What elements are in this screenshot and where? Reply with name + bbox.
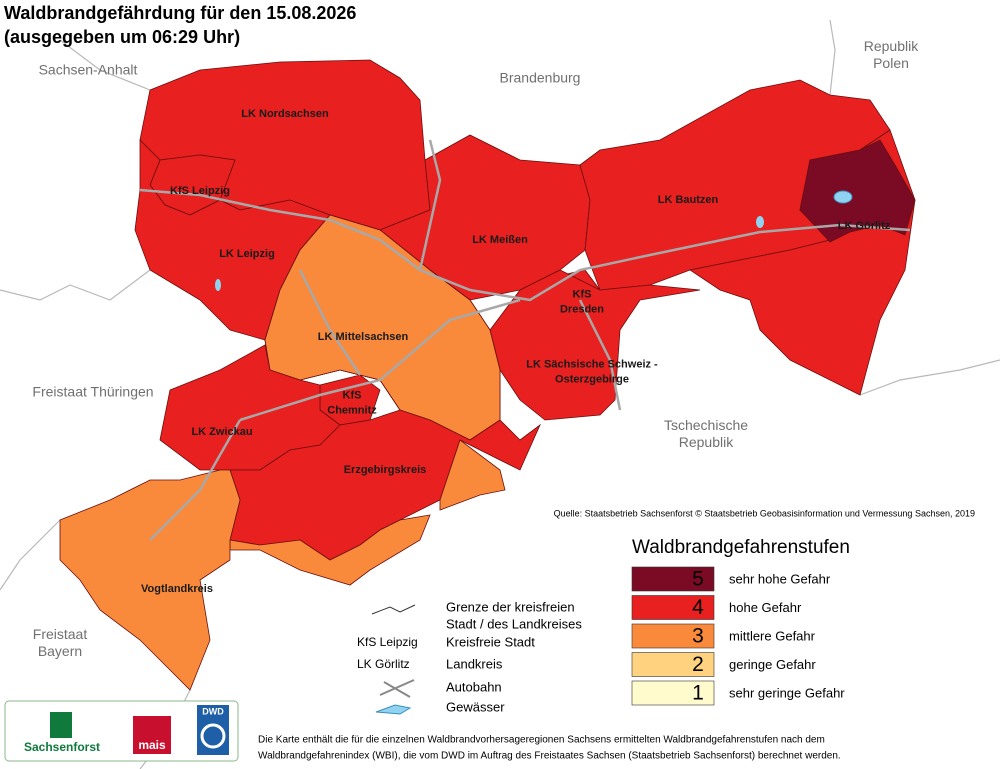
- district-area: [229, 514, 431, 586]
- key-water: Gewässer: [446, 699, 505, 714]
- sachsenforst-icon: [50, 712, 72, 738]
- subtitle: (ausgegeben um 06:29 Uhr): [4, 27, 240, 47]
- neighbor-label: Brandenburg: [500, 70, 581, 86]
- legend: 5 sehr hohe Gefahr 4 hohe Gefahr 3 mittlere G…: [631, 566, 845, 706]
- dwd-swirl: [200, 723, 226, 749]
- key-district-example: LK Görlitz: [357, 657, 410, 671]
- legend-label: sehr geringe Gefahr: [729, 685, 845, 700]
- district-area: [799, 139, 916, 243]
- key-district: Landkreis: [446, 656, 503, 671]
- key-city-example: KfS Leipzig: [357, 635, 418, 649]
- district-label: KfS: [343, 389, 362, 401]
- neighbor-label: Polen: [873, 55, 909, 71]
- lake: [756, 216, 764, 228]
- logo-sachsenforst: Sachsenforst: [24, 740, 100, 754]
- motorways: [139, 139, 911, 541]
- district-label: Osterzgebirge: [555, 373, 629, 385]
- legend-level: 1: [692, 682, 704, 705]
- district-label: KfS Leipzig: [170, 185, 230, 197]
- neighbor-label: Bayern: [38, 643, 82, 659]
- neighbor-label: Sachsen-Anhalt: [39, 62, 138, 78]
- neighbor-label: Freistaat: [33, 626, 88, 642]
- mais-icon: [133, 716, 171, 754]
- source: Quelle: Staatsbetrieb Sachsenforst © Sta…: [554, 508, 975, 518]
- legend-label: sehr hohe Gefahr: [729, 571, 831, 586]
- key-city: Kreisfreie Stadt: [446, 634, 535, 649]
- district-labels: LK Nordsachsen KfS Leipzig LK Leipzig LK Me…: [141, 108, 891, 595]
- key-border: Grenze der kreisfreien: [446, 599, 575, 614]
- legend-swatch: [631, 566, 715, 592]
- legend-swatch: [631, 623, 715, 649]
- neighbor-label: Tschechische: [664, 417, 748, 433]
- district-label: LK Nordsachsen: [241, 108, 329, 120]
- district-label: LK Görlitz: [838, 220, 891, 232]
- district-label: LK Sächsische Schweiz -: [526, 358, 658, 370]
- legend-swatch: [631, 652, 715, 677]
- neighbor-labels: Sachsen-Anhalt BrandenburgRepublikPolenFr…: [32, 38, 919, 659]
- district-label: LK Bautzen: [658, 194, 719, 206]
- legend-swatch: [631, 595, 715, 620]
- water-symbol: [375, 704, 412, 715]
- lake: [833, 190, 853, 204]
- legend-label: hohe Gefahr: [729, 600, 802, 615]
- key-motorway: Autobahn: [446, 679, 502, 694]
- border-symbol: [371, 604, 416, 615]
- legend-title: Waldbrandgefahrenstufen: [632, 537, 850, 558]
- neighbor-label: Freistaat Thüringen: [32, 384, 153, 400]
- district-area: [489, 269, 701, 421]
- legend-label: mittlere Gefahr: [729, 628, 816, 643]
- footnote: Waldbrandgefahrenindex (WBI), die vom DW…: [258, 751, 841, 762]
- district-label: LK Mittelsachsen: [318, 331, 409, 343]
- district-label: KfS: [573, 288, 592, 300]
- legend-level: 3: [692, 625, 704, 648]
- district-area: [264, 214, 501, 441]
- district-area: [439, 439, 506, 511]
- neighbor-label: Republik: [679, 434, 734, 450]
- neighbor-label: Republik: [864, 38, 919, 54]
- legend-level: 2: [692, 653, 704, 676]
- lake: [215, 279, 221, 291]
- district-label: LK Meißen: [472, 234, 528, 246]
- motorway-symbol: [379, 679, 415, 698]
- footnote: Die Karte enthält die für die einzelnen …: [258, 735, 825, 746]
- district-area: [59, 469, 241, 691]
- district-label: LK Leipzig: [219, 248, 275, 260]
- logo-dwd: DWD: [202, 706, 224, 716]
- district-label: LK Zwickau: [191, 426, 252, 438]
- logo-mais: mais: [138, 738, 166, 752]
- district-label: Dresden: [560, 303, 604, 315]
- district-label: Chemnitz: [327, 404, 377, 416]
- legend-label: geringe Gefahr: [729, 657, 816, 672]
- key-border: Stadt / des Landkreises: [446, 616, 582, 631]
- district-label: Erzgebirgskreis: [344, 464, 427, 476]
- legend-level: 5: [692, 568, 704, 591]
- legend-swatch: [631, 680, 715, 706]
- district-areas: [59, 59, 916, 691]
- legend-level: 4: [692, 596, 704, 619]
- title: Waldbrandgefährdung für den 15.08.2026: [4, 3, 356, 23]
- district-label: Vogtlandkreis: [141, 583, 213, 595]
